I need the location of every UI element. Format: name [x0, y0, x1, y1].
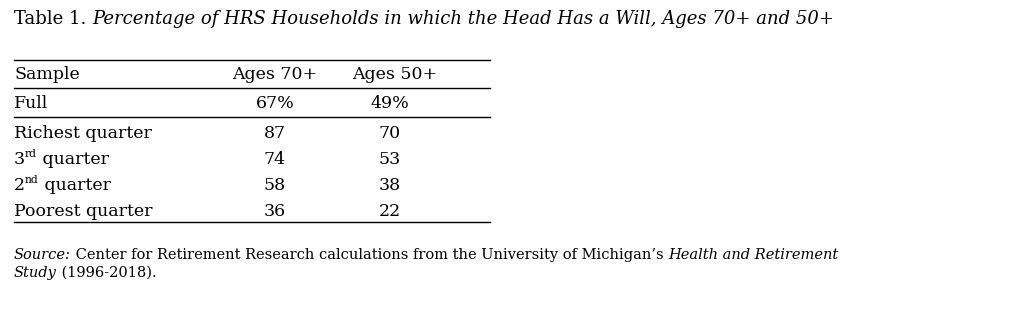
Text: 87: 87	[264, 125, 286, 142]
Text: Richest quarter: Richest quarter	[14, 125, 152, 142]
Text: nd: nd	[26, 175, 39, 185]
Text: quarter: quarter	[37, 151, 110, 168]
Text: Percentage of HRS Households in which the Head Has a Will, Ages 70+ and 50+: Percentage of HRS Households in which th…	[92, 10, 835, 28]
Text: 38: 38	[379, 177, 401, 194]
Text: quarter: quarter	[39, 177, 111, 194]
Text: rd: rd	[26, 149, 37, 159]
Text: 22: 22	[379, 203, 401, 220]
Text: 67%: 67%	[256, 95, 294, 112]
Text: 70: 70	[379, 125, 401, 142]
Text: Study: Study	[14, 266, 57, 280]
Text: 53: 53	[379, 151, 401, 168]
Text: (1996-2018).: (1996-2018).	[57, 266, 157, 280]
Text: 74: 74	[264, 151, 286, 168]
Text: Sample: Sample	[14, 66, 80, 83]
Text: Source:: Source:	[14, 248, 71, 262]
Text: Full: Full	[14, 95, 48, 112]
Text: Ages 70+: Ages 70+	[232, 66, 317, 83]
Text: Table 1.: Table 1.	[14, 10, 92, 28]
Text: Poorest quarter: Poorest quarter	[14, 203, 153, 220]
Text: Center for Retirement Research calculations from the University of Michigan’s: Center for Retirement Research calculati…	[71, 248, 668, 262]
Text: Ages 50+: Ages 50+	[352, 66, 437, 83]
Text: 58: 58	[264, 177, 286, 194]
Text: 36: 36	[264, 203, 286, 220]
Text: 49%: 49%	[371, 95, 410, 112]
Text: 3: 3	[14, 151, 26, 168]
Text: 2: 2	[14, 177, 26, 194]
Text: Health and Retirement: Health and Retirement	[668, 248, 839, 262]
